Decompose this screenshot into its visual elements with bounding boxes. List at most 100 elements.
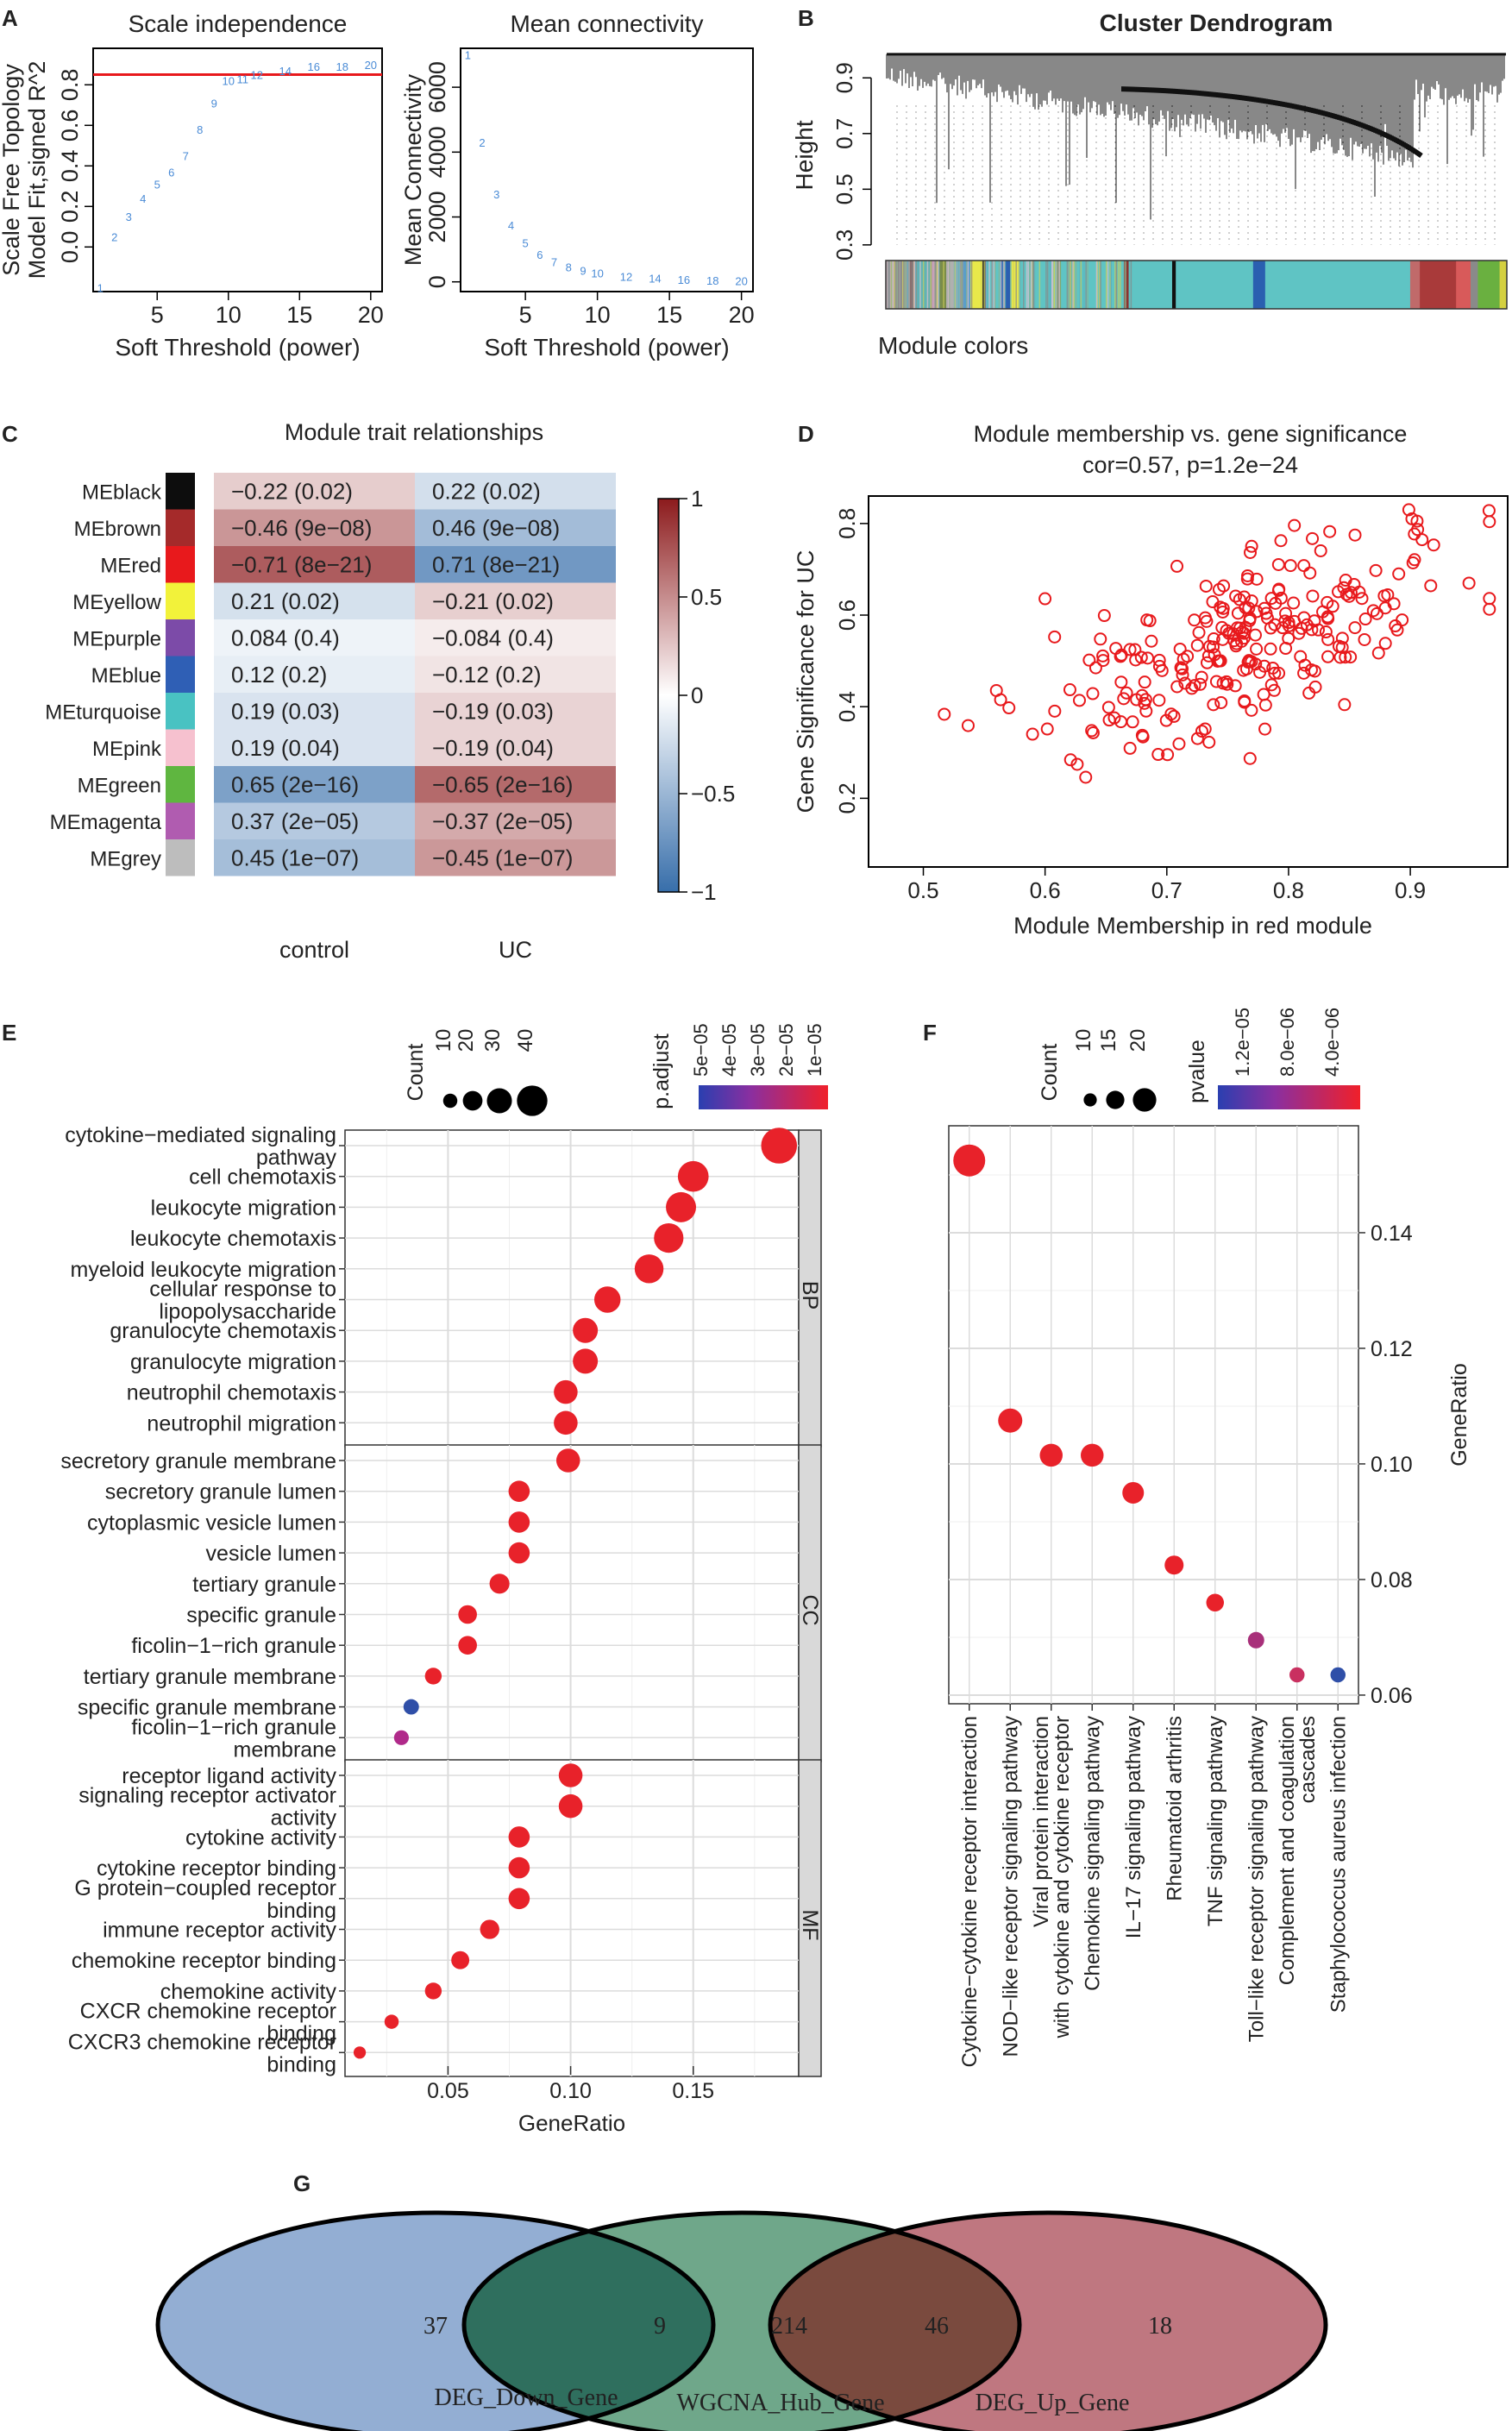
module-color-stripe [955, 261, 957, 309]
power-point: 16 [678, 273, 690, 286]
scatter-point [1274, 591, 1288, 605]
venn-region-count: 18 [1148, 2313, 1172, 2340]
venn-set-label: DEG_Up_Gene [976, 2390, 1130, 2416]
heat-cell-uc [415, 509, 616, 546]
module-color-segment [1456, 261, 1471, 309]
power-point: 14 [279, 65, 292, 78]
colorbar-tick-label: 1 [691, 486, 703, 512]
scatter-point [1406, 556, 1420, 569]
module-label: MEgrey [90, 847, 161, 870]
scatter-point [1308, 664, 1321, 678]
module-color-stripe [926, 261, 929, 309]
scatter-point [1136, 730, 1150, 744]
y-tick-label: 0.12 [1371, 1337, 1413, 1361]
module-color-stripe [912, 261, 913, 309]
y-axis-label: Mean Connectivity [400, 73, 426, 266]
module-color-stripe [960, 261, 962, 309]
term-label: neutrophil migration [147, 1411, 336, 1435]
x-tick-label: 5 [151, 302, 164, 328]
scatter-point [1026, 727, 1039, 741]
module-color-stripe [1010, 261, 1012, 309]
legend-count-title: Count [404, 1044, 428, 1102]
module-color-segment [1264, 261, 1411, 309]
scatter-point [1212, 582, 1226, 596]
heat-cell-uc [415, 582, 616, 619]
scatter-point [1235, 634, 1249, 648]
power-point: 1 [97, 281, 104, 294]
scatter-point [1348, 528, 1362, 542]
module-color-stripe [1053, 261, 1055, 309]
term-label: myeloid leukocyte migration [71, 1258, 336, 1282]
module-color-stripe [987, 261, 988, 309]
module-color-stripe [994, 261, 996, 309]
enrichment-dot [480, 1919, 499, 1939]
scatter-point [1134, 650, 1148, 664]
module-color-stripe [991, 261, 993, 309]
power-point: 2 [111, 231, 117, 244]
enrichment-dot [1039, 1443, 1063, 1467]
module-color-stripe [891, 261, 893, 309]
term-label: cytokine−mediated signaling [65, 1123, 336, 1147]
scatter-point [1237, 626, 1251, 640]
y-tick-label: 4000 [424, 126, 450, 178]
module-color-stripe [922, 261, 925, 309]
term-label: binding [267, 2022, 336, 2046]
cell-value-control: −0.71 (8e−21) [231, 551, 372, 577]
x-tick-label: 0.9 [1395, 877, 1426, 903]
scatter-point [1335, 631, 1349, 645]
module-color-stripe [936, 261, 938, 309]
scatter-point [1130, 693, 1144, 707]
heat-cell-control [214, 656, 415, 693]
scatter-point [1048, 630, 1062, 644]
term-label: neutrophil chemotaxis [127, 1381, 336, 1405]
term-label: chemokine receptor binding [72, 1949, 336, 1973]
term-label: cellular response to [149, 1278, 336, 1302]
scatter-point [1462, 576, 1476, 590]
scatter-point [1338, 698, 1352, 712]
scatter-point [1151, 748, 1165, 762]
power-point: 18 [706, 274, 718, 287]
power-point: 4 [140, 192, 146, 205]
module-swatch [166, 839, 195, 876]
cell-value-control: 0.45 (1e−07) [231, 845, 359, 870]
y-tick-label: 0.14 [1371, 1222, 1413, 1246]
term-label: leukocyte migration [151, 1196, 336, 1220]
module-color-stripe [901, 261, 904, 309]
cell-value-uc: 0.22 (0.02) [432, 478, 541, 504]
term-label: cytoplasmic vesicle lumen [87, 1511, 336, 1535]
scatter-point [1145, 634, 1158, 648]
scatter-point [1185, 682, 1199, 695]
x-tick-label: 10 [585, 302, 611, 328]
scatter-point [1215, 620, 1229, 634]
x-tick-label: 0.15 [672, 2079, 714, 2103]
venn-region-count: 214 [771, 2313, 807, 2340]
scatter-point [1128, 643, 1142, 656]
kegg-enrichment-dotplot: Count 10 15 20 pvalue 1.2e−05 8.0e−06 4.0e−06 0.… [948, 1008, 1471, 2068]
panel-letter-c: C [2, 421, 18, 447]
scatter-point [1198, 722, 1212, 736]
scatter-point [1086, 726, 1100, 739]
venn-region-count: 46 [925, 2313, 949, 2340]
scatter-point [938, 707, 951, 721]
scatter-point [1244, 545, 1258, 559]
cell-value-control: −0.22 (0.02) [231, 478, 353, 504]
x-axis-label: GeneRatio [518, 2110, 625, 2136]
module-color-stripe [1015, 261, 1017, 309]
scatter-point [1164, 707, 1178, 721]
module-color-stripe [1109, 261, 1111, 309]
pathway-label: Staphylococcus aureus infection [1327, 1716, 1350, 2013]
y-tick-label: 0.6 [834, 600, 860, 631]
enrichment-dot [654, 1223, 684, 1253]
module-color-stripe [1120, 261, 1121, 309]
scatter-point [1483, 592, 1496, 606]
module-color-stripe [894, 261, 895, 309]
legend-color-tick: 4.0e−06 [1321, 1008, 1343, 1077]
scatter-point [1402, 503, 1415, 517]
scatter-point [1294, 650, 1308, 663]
cell-value-control: 0.21 (0.02) [231, 588, 340, 614]
module-color-stripe [1046, 261, 1049, 309]
module-color-stripe [905, 261, 907, 309]
power-point: 5 [154, 178, 160, 191]
enrichment-dot [554, 1379, 578, 1404]
module-color-stripe [1000, 261, 1002, 309]
